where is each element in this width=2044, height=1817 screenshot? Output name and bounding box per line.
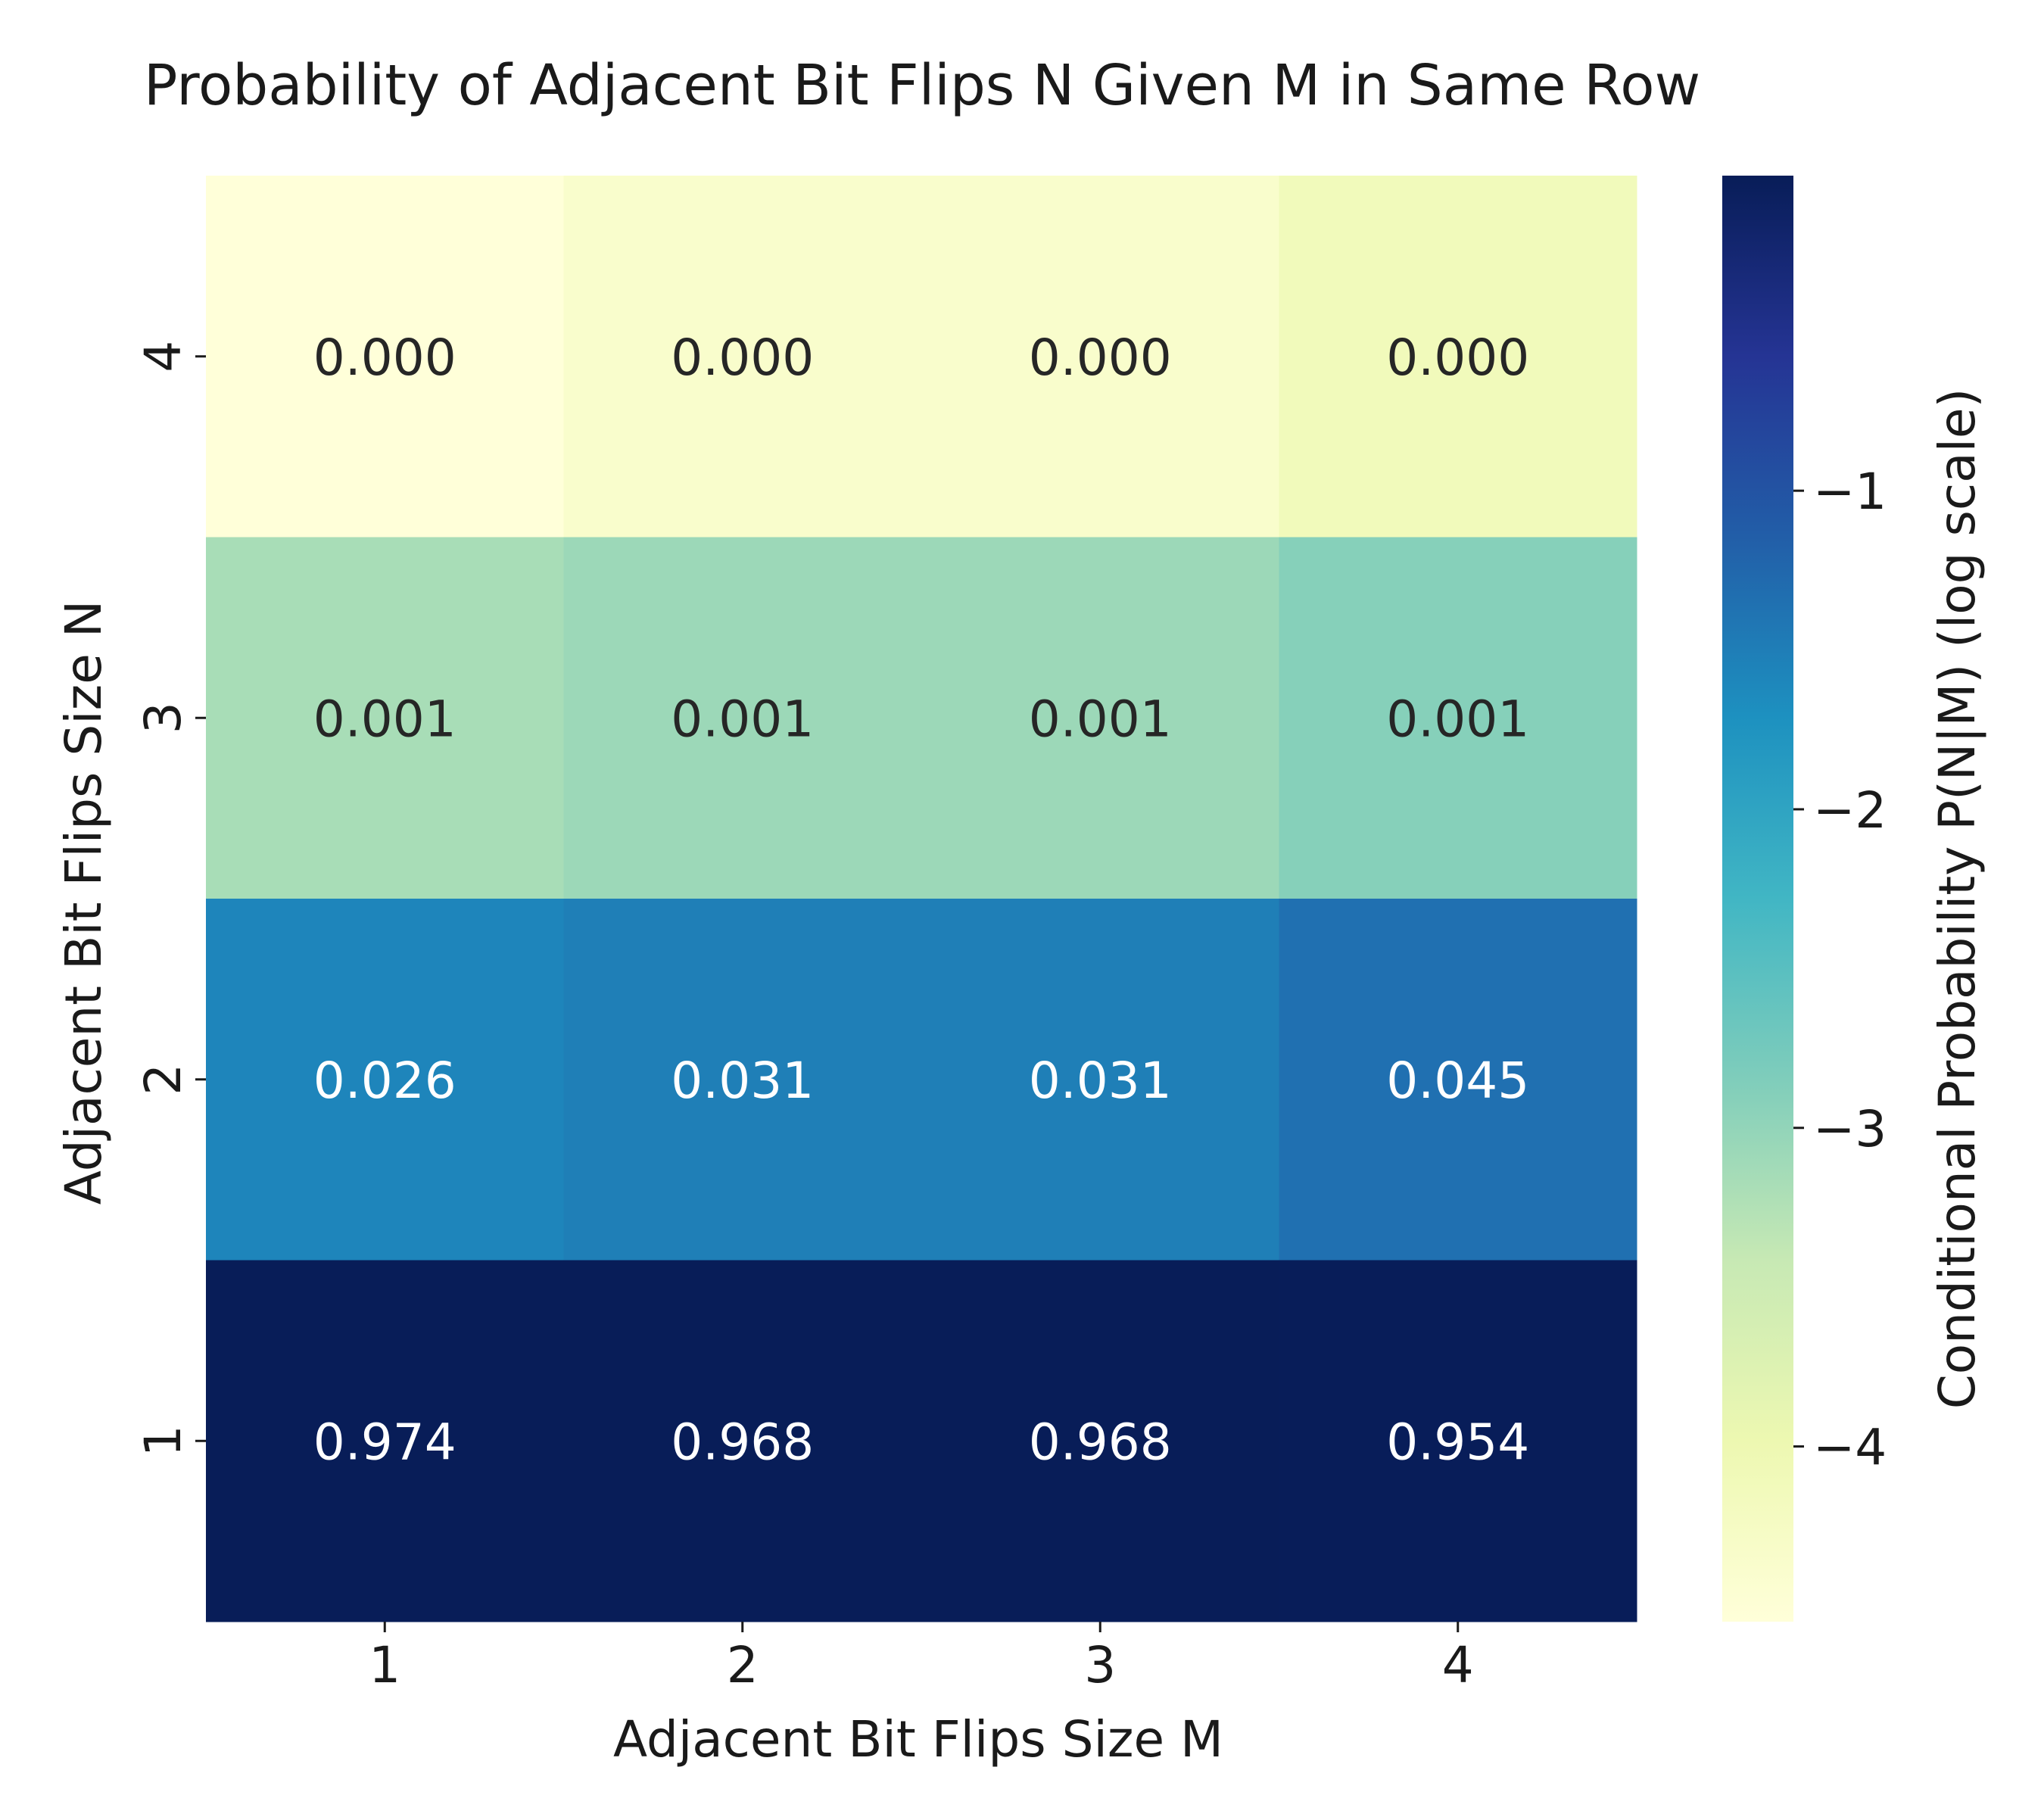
y-tick-label: 3 bbox=[134, 702, 192, 734]
colorbar-tick-label: −4 bbox=[1813, 1419, 1887, 1477]
cell-value-label: 0.974 bbox=[313, 1413, 456, 1471]
y-axis-ticks: 4 3 2 1 bbox=[134, 341, 206, 1457]
cell-value-label: 0.001 bbox=[1029, 690, 1172, 748]
colorbar-ticks: −1 −2 −3 −4 bbox=[1793, 463, 1887, 1477]
colorbar-label: Conditional Probability P(N|M) (log scal… bbox=[1928, 388, 1986, 1410]
heatmap-cell bbox=[206, 537, 564, 899]
heatmap-cell bbox=[1279, 899, 1637, 1261]
x-tick-label: 1 bbox=[369, 1636, 400, 1694]
x-axis-label: Adjacent Bit Flips Size M bbox=[613, 1710, 1223, 1769]
cell-value-label: 0.000 bbox=[313, 329, 456, 387]
heatmap-cell bbox=[921, 537, 1279, 899]
colorbar-tick-label: −1 bbox=[1813, 463, 1887, 521]
heatmap-cell bbox=[921, 176, 1279, 538]
cell-value-label: 0.968 bbox=[1029, 1413, 1172, 1471]
cell-value-label: 0.031 bbox=[671, 1052, 814, 1110]
y-tick-label: 4 bbox=[134, 341, 192, 372]
colorbar bbox=[1722, 176, 1793, 1622]
heatmap-cell bbox=[563, 537, 922, 899]
heatmap-cell bbox=[563, 899, 922, 1261]
x-tick-label: 3 bbox=[1084, 1636, 1116, 1694]
heatmap-cell bbox=[921, 1260, 1279, 1622]
x-tick-label: 4 bbox=[1442, 1636, 1474, 1694]
cell-value-label: 0.000 bbox=[671, 329, 814, 387]
chart-title: Probability of Adjacent Bit Flips N Give… bbox=[144, 53, 1700, 118]
colorbar-tick-label: −2 bbox=[1813, 781, 1887, 840]
cell-value-label: 0.968 bbox=[671, 1413, 814, 1471]
cell-value-label: 0.001 bbox=[1386, 690, 1529, 748]
cell-value-label: 0.045 bbox=[1386, 1052, 1529, 1110]
cell-value-label: 0.001 bbox=[313, 690, 456, 748]
cell-value-label: 0.954 bbox=[1386, 1413, 1529, 1471]
heatmap-cell bbox=[206, 176, 564, 538]
heatmap-cell bbox=[921, 899, 1279, 1261]
heatmap-cell bbox=[206, 899, 564, 1261]
heatmap-cell bbox=[1279, 1260, 1637, 1622]
cell-value-label: 0.026 bbox=[313, 1052, 456, 1110]
cell-value-label: 0.031 bbox=[1029, 1052, 1172, 1110]
y-axis-label: Adjacent Bit Flips Size N bbox=[55, 600, 113, 1205]
x-tick-label: 2 bbox=[727, 1636, 759, 1694]
cell-value-label: 0.000 bbox=[1029, 329, 1172, 387]
y-tick-label: 2 bbox=[134, 1064, 192, 1095]
heatmap-cell bbox=[1279, 176, 1637, 538]
cell-value-label: 0.001 bbox=[671, 690, 814, 748]
heatmap-cell bbox=[563, 176, 922, 538]
heatmap-cells: 0.000 0.000 0.000 0.000 0.001 0.001 0.001 0.001… bbox=[206, 176, 1637, 1622]
x-axis-ticks: 1 2 3 4 bbox=[369, 1622, 1474, 1694]
y-tick-label: 1 bbox=[134, 1425, 192, 1457]
heatmap-cell bbox=[206, 1260, 564, 1622]
heatmap-cell bbox=[1279, 537, 1637, 899]
heatmap-cell bbox=[563, 1260, 922, 1622]
cell-value-label: 0.000 bbox=[1386, 329, 1529, 387]
colorbar-tick-label: −3 bbox=[1813, 1100, 1887, 1158]
